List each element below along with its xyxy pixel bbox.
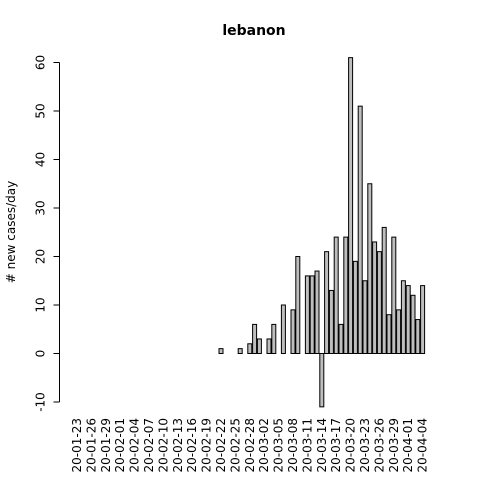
bar [348, 57, 354, 355]
x-tick-label: 20-02-01 [113, 418, 127, 472]
bar [381, 226, 387, 354]
x-axis-labels: 20-01-23 20-01-26 20-01-29 20-02-01 20-02-04… [70, 418, 430, 472]
bar [290, 309, 296, 355]
bar [362, 280, 368, 354]
x-tick-label: 20-01-23 [70, 418, 84, 472]
bar [237, 348, 243, 354]
y-axis: -10 0 10 20 30 40 50 60 [34, 55, 60, 412]
x-tick-label: 20-03-11 [300, 418, 314, 472]
y-tick-label: 50 [34, 103, 48, 118]
bar [314, 270, 320, 354]
x-tick-label: 20-01-29 [99, 418, 113, 472]
x-tick-label: 20-02-28 [243, 418, 257, 472]
bar [400, 280, 406, 354]
bar [252, 323, 258, 354]
y-tick-label: 30 [34, 200, 48, 215]
x-tick-label: 20-04-01 [401, 418, 415, 472]
bar [309, 275, 315, 354]
bar [319, 353, 325, 408]
bars [218, 57, 426, 408]
bar [218, 348, 224, 354]
bar [328, 289, 334, 355]
bar [247, 343, 253, 354]
bar [367, 183, 373, 354]
bar [405, 285, 411, 355]
x-tick-label: 20-02-25 [228, 418, 242, 472]
x-tick-label: 20-02-07 [142, 418, 156, 472]
x-tick-label: 20-02-22 [214, 418, 228, 472]
bar [391, 236, 397, 355]
y-tick-label: -10 [34, 392, 48, 412]
x-tick-label: 20-04-04 [416, 418, 430, 472]
x-tick-label: 20-02-16 [185, 418, 199, 472]
bar [357, 105, 363, 355]
bar [410, 294, 416, 354]
bar [396, 309, 402, 355]
x-tick-label: 20-03-29 [387, 418, 401, 472]
x-tick-label: 20-02-13 [171, 418, 185, 472]
x-tick-label: 20-03-02 [257, 418, 271, 472]
x-tick-label: 20-03-26 [372, 418, 386, 472]
bar [338, 323, 344, 354]
x-tick-label: 20-03-23 [358, 418, 372, 472]
x-tick-label: 20-03-14 [315, 418, 329, 472]
bar [420, 285, 426, 355]
y-tick-label: 40 [34, 152, 48, 167]
bar [372, 241, 378, 354]
bar [376, 251, 382, 354]
bar [343, 236, 349, 355]
bar [352, 260, 358, 355]
y-tick-label: 10 [34, 297, 48, 312]
chart-title: lebanon [222, 23, 285, 39]
bar [271, 323, 277, 354]
bar [386, 314, 392, 355]
bar [304, 275, 310, 354]
bar [256, 338, 262, 355]
x-tick-label: 20-03-17 [329, 418, 343, 472]
x-tick-label: 20-02-04 [128, 418, 142, 472]
bar [266, 338, 272, 355]
x-tick-label: 20-03-05 [272, 418, 286, 472]
x-tick-label: 20-02-10 [156, 418, 170, 472]
x-tick-label: 20-03-08 [286, 418, 300, 472]
bar [280, 304, 286, 354]
x-tick-label: 20-01-26 [84, 418, 98, 472]
x-tick-label: 20-02-19 [200, 418, 214, 472]
x-tick-label: 20-03-20 [344, 418, 358, 472]
bar [295, 256, 301, 354]
y-tick-label: 20 [34, 249, 48, 264]
bar [324, 251, 330, 354]
y-tick-label: 0 [34, 350, 48, 358]
bar [333, 236, 339, 355]
y-tick-label: 60 [34, 55, 48, 70]
y-axis-label: # new cases/day [4, 181, 18, 283]
bar [415, 319, 421, 354]
